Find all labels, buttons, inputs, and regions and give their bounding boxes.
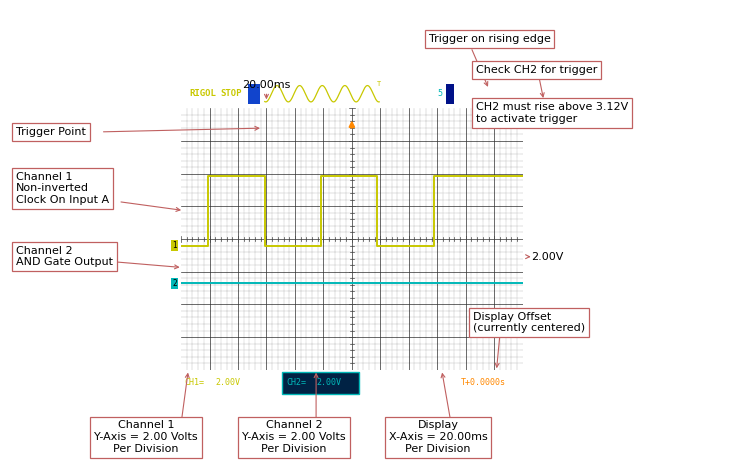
FancyBboxPatch shape — [282, 372, 358, 394]
Text: CH2=: CH2= — [286, 378, 307, 387]
Text: CH1=: CH1= — [185, 378, 204, 387]
Text: Trigger Point: Trigger Point — [16, 127, 86, 137]
Text: Check CH2 for trigger: Check CH2 for trigger — [476, 65, 597, 75]
Text: 2.00V: 2.00V — [531, 252, 564, 262]
Text: STOP: STOP — [220, 89, 242, 98]
Text: 2.00V: 2.00V — [215, 378, 240, 387]
FancyBboxPatch shape — [247, 83, 260, 104]
Text: Time 20.00ms: Time 20.00ms — [364, 378, 424, 387]
Text: 2: 2 — [172, 279, 177, 288]
Text: 20.00ms: 20.00ms — [242, 81, 291, 90]
Text: 3.12V: 3.12V — [457, 89, 482, 98]
Text: 2.00V: 2.00V — [316, 378, 341, 387]
FancyBboxPatch shape — [446, 83, 454, 104]
Text: 1: 1 — [172, 241, 177, 250]
Text: Channel 2
Y-Axis = 2.00 Volts
Per Division: Channel 2 Y-Axis = 2.00 Volts Per Divisi… — [242, 421, 346, 454]
Text: Display
X-Axis = 20.00ms
Per Division: Display X-Axis = 20.00ms Per Division — [388, 421, 488, 454]
Text: T: T — [377, 81, 380, 88]
Text: Channel 1
Non-inverted
Clock On Input A: Channel 1 Non-inverted Clock On Input A — [16, 172, 110, 205]
Text: Display Offset
(currently centered): Display Offset (currently centered) — [473, 312, 585, 333]
Text: 5: 5 — [437, 89, 442, 98]
Text: Channel 2
AND Gate Output: Channel 2 AND Gate Output — [16, 246, 113, 268]
Text: RIGOL: RIGOL — [190, 89, 217, 98]
Text: Channel 1
Y-Axis = 2.00 Volts
Per Division: Channel 1 Y-Axis = 2.00 Volts Per Divisi… — [94, 421, 198, 454]
Text: CH2 must rise above 3.12V
to activate trigger: CH2 must rise above 3.12V to activate tr… — [476, 102, 629, 124]
Text: T+0.0000s: T+0.0000s — [461, 378, 506, 387]
Text: Trigger on rising edge: Trigger on rising edge — [429, 33, 550, 44]
